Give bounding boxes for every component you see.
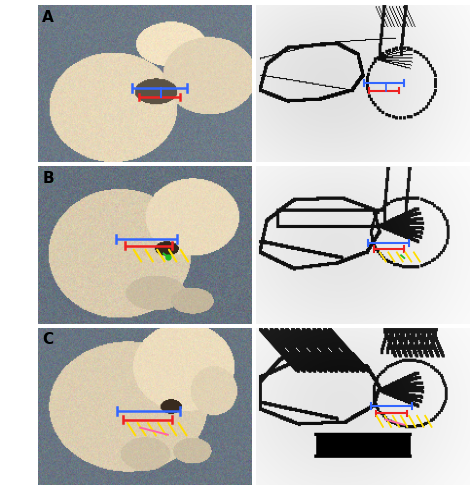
Text: B: B [42, 171, 54, 186]
Text: A: A [42, 10, 54, 24]
Text: C: C [42, 332, 53, 347]
